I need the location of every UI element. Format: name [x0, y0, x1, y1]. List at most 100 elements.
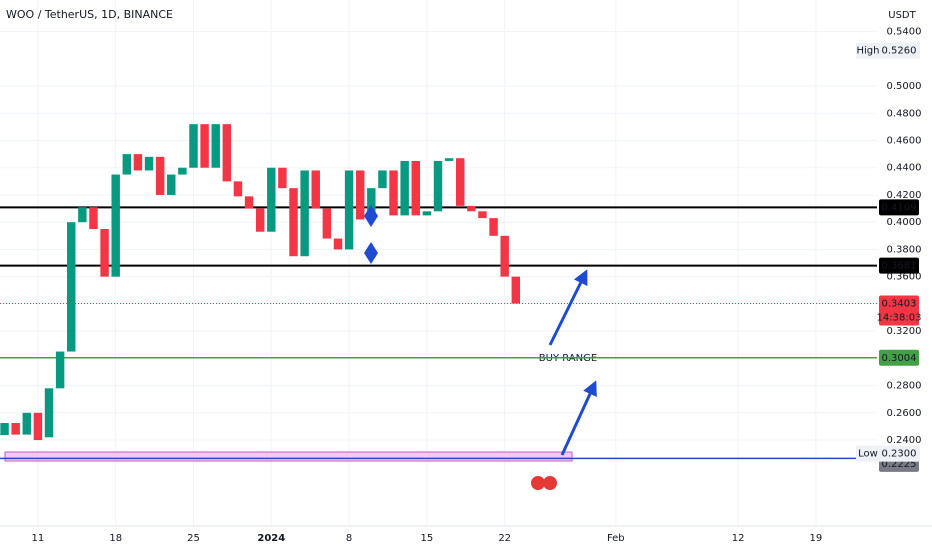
candle-body [111, 174, 120, 277]
candle-body [255, 208, 265, 232]
candle-body [244, 196, 254, 209]
candle-body [211, 124, 220, 168]
candles [0, 124, 521, 441]
candle-body [233, 181, 243, 197]
candle-body [433, 160, 443, 212]
candle-body [389, 170, 398, 216]
candle-body [267, 167, 276, 232]
y-tick-label: 0.4800 [887, 108, 922, 119]
time-axis [0, 526, 932, 550]
arrow [548, 269, 588, 346]
candle-body [300, 170, 309, 257]
event-icon [543, 476, 557, 490]
high-value: 0.5260 [882, 46, 917, 57]
candle-body [500, 235, 509, 277]
candle-body [89, 207, 98, 230]
price-badge-label: 0.2225 [882, 459, 917, 470]
candle-body [422, 211, 432, 216]
y-tick-label: 0.5400 [887, 27, 922, 38]
candle-body [200, 124, 209, 168]
price-badge-label: 0.4109 [882, 202, 917, 213]
price-badge-label: 0.3403 [882, 298, 917, 309]
candle-body [378, 170, 387, 189]
price-badge-label: 0.3681 [882, 261, 917, 272]
low-name: Low [858, 449, 878, 460]
event-icon [531, 476, 545, 490]
candle-body [478, 211, 487, 219]
x-tick-label: 11 [32, 533, 45, 544]
candle-body [178, 167, 187, 175]
x-tick-label: 8 [346, 533, 352, 544]
candle-body [44, 388, 54, 438]
candle-body [400, 160, 409, 216]
y-tick-label: 0.5000 [887, 81, 922, 92]
candle-body [411, 160, 420, 216]
candle-body [511, 276, 521, 304]
candle-body [122, 154, 132, 175]
x-tick-label: 12 [732, 533, 745, 544]
candle-body [189, 124, 198, 168]
candle-body [367, 188, 376, 220]
y-tick-label: 0.3800 [887, 244, 922, 255]
high-badge [856, 42, 920, 59]
candle-body [489, 218, 498, 236]
candle-body [289, 188, 298, 257]
high-name: High [857, 46, 880, 57]
x-tick-label: Feb [607, 533, 625, 544]
candle-body [22, 412, 32, 435]
y-tick-label: 0.4200 [887, 190, 922, 201]
low-badge [856, 445, 920, 462]
candle-body [322, 208, 332, 239]
marker [364, 242, 378, 264]
zone [4, 451, 573, 462]
price-badge [879, 257, 919, 274]
countdown: 14:38:03 [877, 312, 922, 323]
drawings [364, 205, 597, 490]
candle-body [355, 170, 365, 220]
candle-body [11, 423, 20, 435]
currency: USDT [888, 10, 916, 21]
candle-body [55, 351, 65, 389]
price-badge [879, 349, 919, 366]
y-tick-label: 0.4400 [887, 163, 922, 174]
candle-body [222, 124, 232, 182]
price-badge [879, 295, 919, 326]
levels: BUY RANGE [0, 206, 877, 462]
candle-body [33, 412, 43, 441]
price-badge-label: 0.3004 [882, 353, 917, 364]
candle-body [344, 170, 354, 250]
axis-labels: 0.5400 0.5000 0.4800 0.4600 0.4400 0.4200 0.40… [32, 27, 922, 544]
marker [364, 205, 378, 227]
candle-body [144, 156, 154, 171]
low-value: 0.2300 [882, 449, 917, 460]
candle-body [278, 167, 287, 189]
arrow [560, 380, 597, 456]
candle-body [78, 207, 87, 223]
y-tick-label: 0.4000 [887, 217, 922, 228]
candle-body [0, 423, 9, 436]
candle-body [100, 229, 109, 277]
candle-body [167, 174, 176, 195]
x-tick-label: 18 [109, 533, 122, 544]
y-tick-label: 0.3200 [887, 326, 922, 337]
y-tick-label: 0.2400 [887, 435, 922, 446]
candle-body [311, 170, 320, 209]
candle-body [67, 222, 76, 352]
chart-title: WOO / TetherUS, 1D, BINANCE [6, 8, 173, 21]
candle-body [456, 158, 465, 206]
candle-body [133, 154, 143, 171]
x-tick-label: 25 [187, 533, 200, 544]
candle-body [444, 158, 454, 161]
grid [0, 0, 877, 525]
candle-body [467, 205, 476, 212]
x-tick-label: 15 [421, 533, 434, 544]
y-tick-label: 0.2600 [887, 408, 922, 419]
x-tick-label: 22 [498, 533, 511, 544]
x-tick-label: 2024 [257, 533, 285, 544]
candle-body [333, 238, 343, 250]
price-badge [879, 199, 919, 216]
y-tick-label: 0.2800 [887, 381, 922, 392]
y-tick-label: 0.3600 [887, 272, 922, 283]
x-tick-label: 19 [810, 533, 823, 544]
